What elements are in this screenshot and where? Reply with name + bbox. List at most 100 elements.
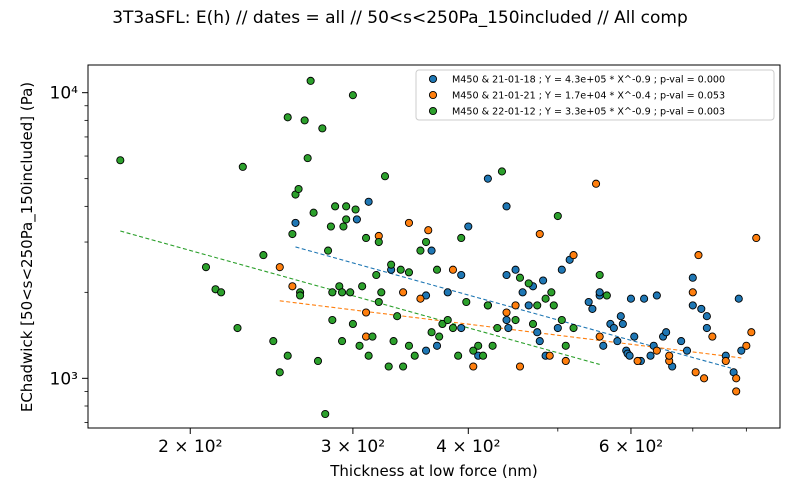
data-point-series-2	[747, 328, 756, 337]
data-point-series-3	[321, 409, 330, 419]
data-point-series-2	[652, 346, 661, 355]
legend-box	[415, 69, 775, 121]
data-point-series-3	[338, 288, 347, 297]
data-point-series-1	[524, 301, 533, 310]
data-point-series-3	[288, 229, 297, 239]
data-points	[116, 76, 761, 419]
data-point-series-3	[372, 270, 381, 280]
data-point-series-2	[742, 341, 751, 350]
data-point-series-3	[358, 282, 367, 291]
data-point-series-3	[493, 323, 502, 333]
data-point-series-1	[625, 351, 634, 360]
data-point-series-1	[616, 312, 625, 321]
data-point-series-3	[362, 233, 371, 243]
data-point-series-3	[416, 246, 425, 255]
data-point-series-1	[682, 346, 692, 355]
data-point-series-3	[457, 233, 466, 243]
data-point-series-1	[553, 323, 562, 333]
fit-lines	[120, 230, 742, 369]
data-point-series-3	[269, 337, 278, 346]
data-point-series-3	[602, 291, 611, 300]
plot-frame	[87, 64, 781, 429]
data-point-series-3	[238, 162, 247, 171]
data-point-series-3	[331, 202, 340, 211]
data-point-series-1	[533, 328, 542, 337]
x-tick-label: 2 × 10²	[158, 437, 222, 457]
data-point-series-3	[497, 167, 506, 176]
data-point-series-3	[541, 294, 550, 303]
data-point-series-3	[338, 337, 347, 346]
data-point-series-1	[502, 315, 511, 325]
data-point-series-3	[569, 323, 578, 333]
data-point-series-1	[504, 323, 513, 333]
data-point-series-3	[300, 116, 309, 125]
data-point-series-2	[595, 332, 604, 341]
legend-marker-2	[428, 90, 438, 100]
data-point-series-3	[348, 319, 357, 329]
data-point-series-3	[488, 341, 497, 350]
data-point-series-3	[374, 297, 383, 307]
data-point-series-3	[595, 270, 604, 280]
data-point-series-3	[399, 362, 408, 371]
data-point-series-1	[662, 328, 671, 337]
data-point-series-1	[640, 294, 649, 303]
data-point-series-3	[483, 301, 492, 310]
data-point-series-1	[483, 174, 492, 183]
axis-ticks: 2 × 10² 3 × 10² 4 × 10² 6 × 10² 10³ 10⁴	[50, 84, 747, 457]
data-point-series-3	[380, 172, 390, 181]
data-point-series-2	[424, 226, 433, 235]
data-point-series-1	[421, 346, 431, 355]
data-point-series-3	[443, 315, 452, 325]
data-point-series-1	[557, 265, 566, 274]
data-point-series-3	[438, 319, 447, 329]
data-point-series-3	[342, 202, 351, 211]
data-point-series-3	[201, 263, 211, 272]
data-point-series-2	[288, 282, 297, 291]
data-point-series-3	[427, 328, 436, 337]
data-point-series-3	[259, 251, 268, 260]
data-point-series-2	[665, 351, 674, 360]
data-point-series-3	[283, 113, 292, 122]
data-point-series-1	[630, 332, 639, 341]
data-point-series-1	[599, 341, 608, 350]
data-point-series-2	[275, 263, 284, 272]
data-point-series-2	[688, 288, 697, 297]
data-point-series-3	[318, 124, 327, 133]
legend-marker-3	[428, 106, 438, 116]
data-point-series-2	[700, 374, 709, 383]
data-point-series-3	[462, 297, 471, 307]
data-point-series-3	[404, 341, 414, 350]
data-point-series-3	[515, 273, 525, 282]
data-point-series-3	[524, 279, 533, 288]
data-point-series-3	[296, 291, 305, 300]
data-point-series-3	[217, 288, 226, 297]
data-point-series-3	[275, 368, 284, 377]
data-point-series-3	[479, 351, 488, 360]
data-point-series-3	[294, 184, 303, 194]
data-point-series-1	[737, 346, 746, 355]
data-point-series-3	[553, 211, 562, 221]
fit-line-3	[120, 230, 600, 365]
x-tick-label: 3 × 10²	[321, 437, 385, 457]
data-point-series-2	[545, 351, 554, 360]
data-point-series-1	[352, 215, 361, 224]
data-point-series-2	[404, 218, 414, 227]
data-point-series-3	[435, 332, 444, 341]
data-point-series-1	[702, 323, 711, 333]
data-point-series-3	[393, 312, 402, 321]
data-point-series-3	[387, 260, 396, 269]
data-point-series-3	[432, 265, 442, 274]
data-point-series-1	[457, 323, 466, 333]
data-point-series-3	[368, 332, 377, 341]
y-tick-label: 10³	[50, 369, 78, 389]
data-point-series-2	[469, 362, 478, 371]
data-point-series-3	[454, 351, 463, 360]
data-point-series-2	[515, 362, 525, 371]
data-point-series-2	[708, 332, 717, 341]
y-axis-label: EChadwick [50<s<250Pa_150included] (Pa)	[18, 82, 37, 412]
data-point-series-3	[326, 222, 335, 231]
data-point-series-1	[626, 294, 635, 303]
data-point-series-1	[427, 246, 436, 255]
fit-line-1	[295, 246, 732, 369]
